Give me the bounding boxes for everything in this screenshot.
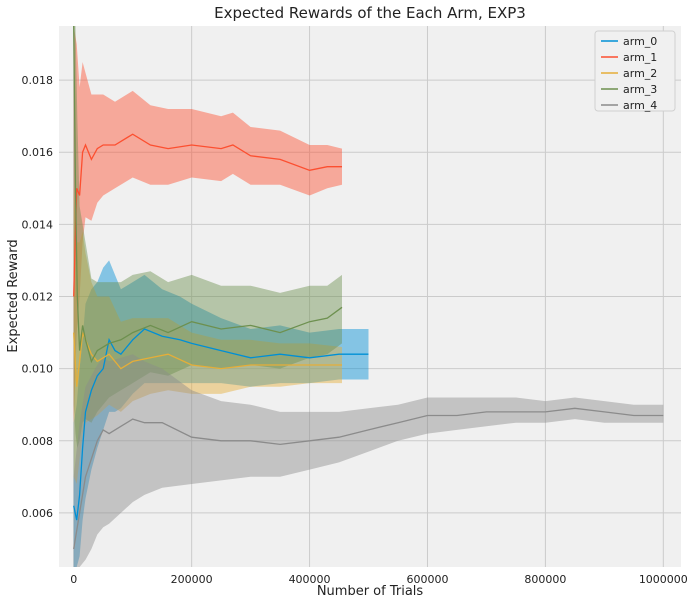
arm_4-band — [73, 354, 664, 567]
arm_2-line — [73, 332, 342, 387]
series-lines — [73, 25, 664, 550]
arm_4-line — [73, 407, 664, 550]
legend-label-arm_2: arm_2 — [623, 67, 657, 80]
y-tick-label: 0.010 — [22, 363, 54, 376]
y-tick-label: 0.018 — [22, 74, 54, 87]
y-tick-label: 0.008 — [22, 435, 54, 448]
legend-label-arm_3: arm_3 — [623, 83, 657, 96]
x-tick-label: 600000 — [406, 573, 448, 586]
y-tick-label: 0.014 — [22, 218, 54, 231]
legend-label-arm_0: arm_0 — [623, 35, 657, 48]
y-axis-title: Expected Reward — [6, 239, 21, 352]
grid-layer — [59, 26, 681, 567]
x-tick-label: 800000 — [524, 573, 566, 586]
legend-label-arm_1: arm_1 — [623, 51, 657, 64]
legend-label-arm_4: arm_4 — [623, 99, 657, 112]
y-tick-label: 0.012 — [22, 291, 54, 304]
legend: arm_0 arm_1 arm_2 arm_3 arm_4 — [594, 30, 676, 112]
arm_3-band — [73, 26, 342, 448]
x-tick-label: 400000 — [289, 573, 331, 586]
arm_1-band — [73, 26, 342, 423]
arm_0-band — [73, 260, 369, 567]
y-tick-label: 0.016 — [22, 146, 54, 159]
x-tick-label: 1000000 — [639, 573, 688, 586]
arm_1-line — [73, 133, 342, 297]
y-tick-label: 0.006 — [22, 507, 54, 520]
x-tick-label: 0 — [70, 573, 77, 586]
tick-labels: 0 200000 400000 600000 800000 1000000 0.006 0.0… — [22, 74, 688, 586]
x-tick-label: 200000 — [171, 573, 213, 586]
legend-box — [594, 30, 676, 112]
arm_0-line — [73, 328, 369, 521]
x-axis-title: Number of Trials — [317, 584, 424, 599]
chart-title: Expected Rewards of the Each Arm, EXP3 — [214, 4, 526, 22]
arm_3-line — [73, 25, 343, 364]
